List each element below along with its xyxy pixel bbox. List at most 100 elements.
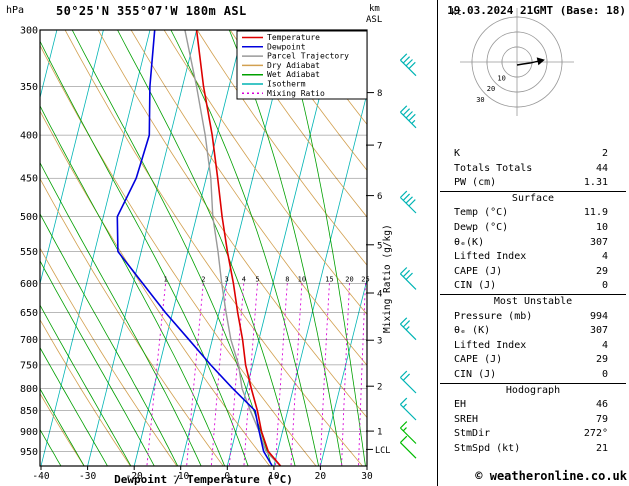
stat-label: Lifted Index	[454, 339, 527, 351]
stat-row: CAPE (J) 29	[440, 265, 626, 280]
svg-text:30: 30	[361, 471, 373, 482]
copyright-credit: © weatheronline.co.uk	[475, 469, 627, 483]
station-title: 50°25'N 355°07'W 180m ASL	[56, 4, 247, 18]
stat-label: CAPE (J)	[454, 354, 503, 366]
stat-value: 11.9	[583, 207, 608, 219]
svg-text:15: 15	[325, 275, 333, 283]
svg-text:850: 850	[20, 406, 38, 417]
svg-text:30: 30	[476, 96, 484, 104]
svg-text:0: 0	[224, 471, 230, 482]
stat-row: Lifted Index 4	[440, 339, 626, 354]
pressure-units-label: hPa	[6, 5, 25, 16]
stat-row: CIN (J) 0	[440, 279, 626, 294]
svg-text:650: 650	[20, 308, 38, 319]
stat-value: 1.31	[583, 177, 608, 189]
wind-barb	[399, 53, 417, 77]
svg-text:4: 4	[377, 290, 382, 300]
svg-text:10: 10	[298, 275, 306, 283]
svg-text:450: 450	[20, 174, 38, 185]
svg-text:700: 700	[20, 335, 38, 346]
series-parcel-trajectory	[184, 30, 282, 466]
svg-text:8: 8	[377, 89, 382, 99]
svg-text:500: 500	[20, 212, 38, 223]
datetime-label: 19.03.2024 21GMT (Base: 18)	[447, 4, 626, 17]
svg-text:Temperature: Temperature	[267, 33, 320, 42]
stat-row: StmSpd (kt) 21	[440, 442, 626, 457]
hodograph-trace	[516, 60, 540, 66]
svg-text:Parcel Trajectory: Parcel Trajectory	[267, 52, 349, 61]
stat-label: Totals Totals	[454, 162, 533, 174]
wind-barbs	[399, 53, 417, 459]
stat-value: 0	[601, 368, 608, 380]
stat-value: 44	[595, 162, 608, 174]
svg-text:6: 6	[377, 192, 382, 202]
stat-label: EH	[454, 399, 467, 411]
stat-value: 4	[601, 339, 608, 351]
stat-value: 21	[595, 442, 608, 454]
stat-value: 307	[589, 325, 608, 337]
stat-value: 0	[601, 280, 608, 292]
pressure-axis-labels: 300 350 400 450 500 550 600 650 700 750 800 850 900 9…	[20, 26, 38, 458]
svg-text:5: 5	[255, 275, 259, 283]
svg-text:2: 2	[201, 275, 205, 283]
stat-label: StmDir	[454, 428, 491, 440]
mixing-ratio-lines	[146, 283, 366, 466]
mixing-ratio-value-labels: 1 2 3 4 5 8 10 15 20 25	[163, 275, 369, 283]
stat-label: Lifted Index	[454, 251, 527, 263]
stat-row: Lifted Index 4	[440, 250, 626, 265]
stat-value: 2	[601, 148, 608, 159]
wind-barb	[399, 397, 417, 421]
wind-barb	[399, 190, 417, 214]
wind-barb	[399, 105, 417, 129]
svg-text:10: 10	[268, 471, 280, 482]
stat-value: 4	[601, 251, 608, 263]
stat-label: θₑ (K)	[454, 325, 491, 337]
wind-barb	[399, 435, 417, 459]
svg-text:-30: -30	[79, 471, 96, 482]
stat-value: 307	[589, 236, 608, 248]
svg-text:Dewpoint: Dewpoint	[267, 42, 306, 51]
hodograph-arrowhead	[536, 57, 545, 66]
stat-value: 994	[589, 310, 608, 322]
stat-label: StmSpd (kt)	[454, 442, 521, 454]
wind-barb	[399, 267, 417, 290]
stat-label: θₑ(K)	[454, 236, 485, 248]
svg-text:-10: -10	[172, 471, 189, 482]
svg-text:5: 5	[377, 241, 382, 251]
wind-barb	[399, 421, 417, 444]
km-axis-ticks: 1 2 3 4 5 6 7 8	[366, 89, 382, 438]
stat-label: K	[454, 148, 461, 159]
temperature-axis-labels: -40 -30 -20 -10 0 10 20 30	[32, 466, 373, 482]
stat-row: Dewp (°C) 10	[440, 221, 626, 236]
stat-value: 29	[595, 265, 608, 277]
svg-text:Dry Adiabat: Dry Adiabat	[267, 61, 320, 70]
section-header-hodograph: Hodograph	[440, 382, 626, 399]
svg-text:800: 800	[20, 384, 38, 395]
svg-text:-40: -40	[32, 471, 49, 482]
stat-label: Dewp (°C)	[454, 221, 509, 233]
section-header-surface: Surface	[440, 190, 626, 207]
stat-label: CIN (J)	[454, 280, 497, 292]
svg-text:550: 550	[20, 247, 38, 258]
stat-label: PW (cm)	[454, 177, 497, 189]
svg-text:1: 1	[377, 428, 382, 438]
series-dewpoint	[116, 30, 274, 466]
stat-row: PW (cm) 1.31	[440, 176, 626, 191]
stat-row: θₑ(K) 307	[440, 236, 626, 251]
stat-row: Totals Totals 44	[440, 162, 626, 177]
stat-value: 272°	[583, 428, 608, 440]
svg-text:2: 2	[377, 383, 382, 393]
plot-border	[39, 29, 368, 467]
svg-text:3: 3	[224, 275, 228, 283]
x-axis-title: Dewpoint / Temperature (°C)	[114, 473, 293, 486]
svg-text:3: 3	[377, 337, 382, 347]
svg-text:900: 900	[20, 427, 38, 438]
stat-row: EH 46	[440, 398, 626, 413]
svg-text:950: 950	[20, 447, 38, 458]
stat-label: CAPE (J)	[454, 265, 503, 277]
svg-text:350: 350	[20, 82, 38, 93]
